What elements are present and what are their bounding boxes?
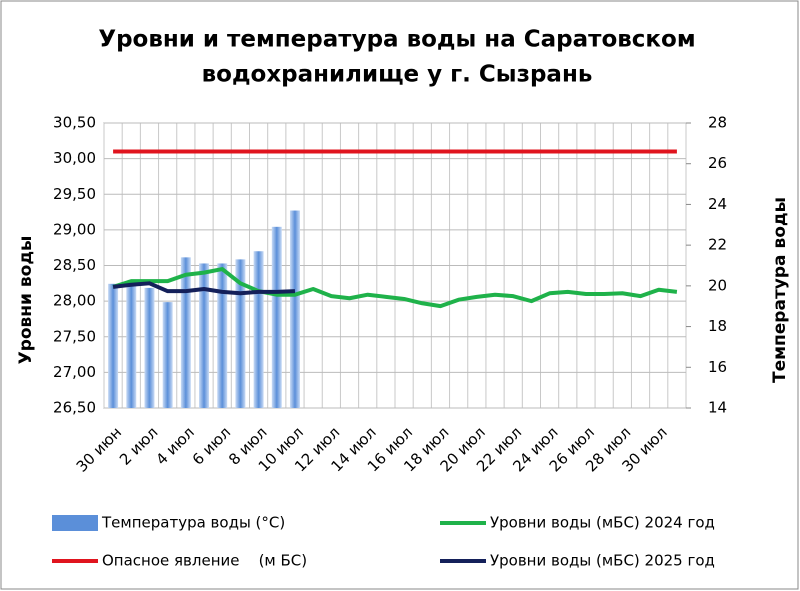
bar bbox=[253, 251, 264, 408]
legend-label: Опасное явление (м БС) bbox=[102, 552, 307, 570]
chart-title: водохранилище у г. Сызрань bbox=[202, 62, 593, 88]
legend-marker bbox=[52, 515, 98, 531]
legend-label: Температура воды (°С) bbox=[101, 514, 285, 532]
bar bbox=[180, 257, 191, 408]
bar bbox=[289, 210, 300, 408]
y2-tick-label: 14 bbox=[708, 399, 727, 417]
bar bbox=[217, 263, 228, 408]
chart-title: Уровни и температура воды на Саратовском bbox=[98, 27, 695, 53]
bar bbox=[162, 302, 173, 408]
y-tick-label: 27,50 bbox=[53, 327, 96, 345]
y-tick-label: 28,50 bbox=[53, 256, 96, 274]
y-tick-label: 30,00 bbox=[53, 149, 96, 167]
y2-tick-label: 26 bbox=[708, 154, 727, 172]
bar bbox=[144, 287, 155, 408]
y-tick-label: 27,00 bbox=[53, 363, 96, 381]
y2-tick-label: 16 bbox=[708, 358, 727, 376]
y-tick-label: 30,50 bbox=[53, 114, 96, 132]
y2-tick-label: 28 bbox=[708, 114, 727, 132]
y2-tick-label: 18 bbox=[708, 317, 727, 335]
y2-axis-title: Температура воды bbox=[770, 197, 790, 383]
y2-tick-label: 24 bbox=[708, 195, 727, 213]
y-tick-label: 28,00 bbox=[53, 292, 96, 310]
bar bbox=[108, 283, 119, 408]
y2-tick-label: 20 bbox=[708, 276, 727, 294]
y-tick-label: 29,50 bbox=[53, 185, 96, 203]
legend-label: Уровни воды (мБС) 2024 год bbox=[490, 514, 715, 532]
y-tick-label: 29,00 bbox=[53, 220, 96, 238]
bar bbox=[126, 283, 137, 408]
bar bbox=[199, 263, 210, 408]
y2-tick-label: 22 bbox=[708, 236, 727, 254]
bar bbox=[271, 226, 282, 408]
bar bbox=[235, 259, 246, 408]
y-tick-label: 26,50 bbox=[53, 399, 96, 417]
y-axis-title: Уровни воды bbox=[16, 236, 36, 365]
line bbox=[112, 267, 678, 309]
line bbox=[112, 281, 296, 296]
legend-label: Уровни воды (мБС) 2025 год bbox=[490, 552, 715, 570]
